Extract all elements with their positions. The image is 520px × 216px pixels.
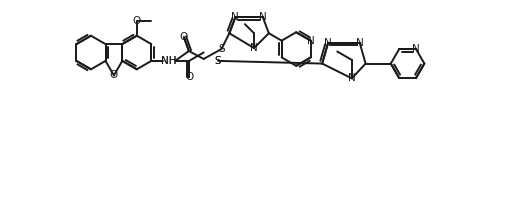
- Text: N: N: [231, 13, 239, 22]
- Text: S: S: [218, 44, 225, 54]
- Text: N: N: [412, 44, 420, 54]
- Text: N: N: [356, 38, 363, 48]
- Text: N: N: [348, 73, 356, 83]
- Text: N: N: [324, 38, 332, 48]
- Text: N: N: [307, 36, 315, 46]
- Text: O: O: [180, 32, 188, 42]
- Text: O: O: [133, 16, 141, 26]
- Text: S: S: [215, 56, 222, 66]
- Text: N: N: [250, 43, 258, 53]
- Text: S: S: [215, 56, 222, 66]
- Text: NH: NH: [161, 56, 177, 66]
- Text: NH: NH: [161, 56, 177, 66]
- Text: N: N: [259, 13, 267, 22]
- Text: O: O: [185, 72, 193, 82]
- Text: O: O: [110, 70, 118, 80]
